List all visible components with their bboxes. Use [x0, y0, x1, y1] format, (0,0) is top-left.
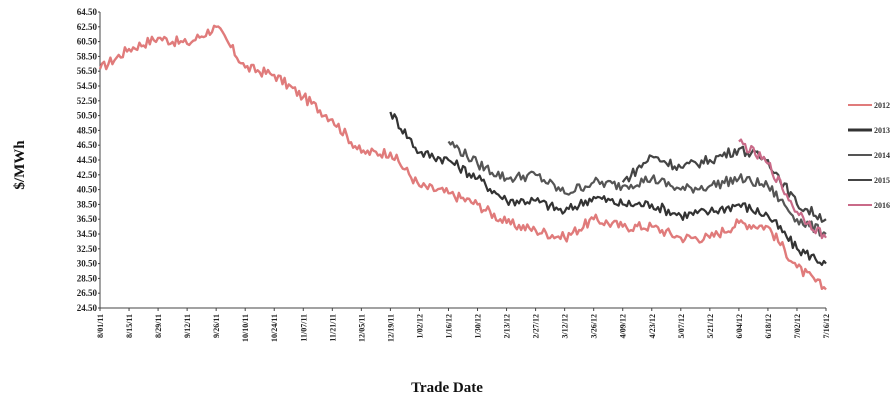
y-tick-label: 38.50 — [77, 199, 98, 209]
x-tick-label: 12/19/11 — [386, 314, 395, 342]
y-tick-label: 40.50 — [77, 185, 98, 195]
x-tick-label: 1/30/12 — [474, 314, 483, 338]
y-tick-label: 26.50 — [77, 288, 98, 298]
y-tick-label: 62.50 — [77, 22, 98, 32]
x-tick-label: 7/02/12 — [793, 314, 802, 338]
y-tick-label: 24.50 — [77, 303, 98, 313]
legend-label-2013: 2013 — [874, 126, 890, 135]
x-tick-label: 2/27/12 — [532, 314, 541, 338]
y-tick-label: 46.50 — [77, 140, 98, 150]
y-axis-title: $/MWh — [12, 140, 28, 190]
legend-label-2012: 2012 — [874, 101, 890, 110]
y-tick-label: 48.50 — [77, 125, 98, 135]
x-tick-label: 10/10/11 — [241, 314, 250, 342]
x-tick-label: 5/07/12 — [677, 314, 686, 338]
legend-label-2015: 2015 — [874, 176, 890, 185]
series-line-2013 — [389, 111, 827, 266]
legend-label-2016: 2016 — [874, 201, 890, 210]
y-tick-label: 60.50 — [77, 37, 98, 47]
x-tick-label: 11/21/11 — [328, 314, 337, 342]
x-tick-label: 10/24/11 — [270, 314, 279, 342]
y-tick-label: 58.50 — [77, 51, 98, 61]
y-tick-label: 32.50 — [77, 244, 98, 254]
y-tick-label: 44.50 — [77, 155, 98, 165]
y-tick-label: 42.50 — [77, 170, 98, 180]
x-tick-label: 8/15/11 — [125, 314, 134, 338]
y-tick-label: 50.50 — [77, 111, 98, 121]
y-tick-label: 36.50 — [77, 214, 98, 224]
y-tick-label: 34.50 — [77, 229, 98, 239]
x-tick-label: 12/05/11 — [357, 314, 366, 342]
y-axis-ticks: 24.50 26.50 28.50 30.50 32.50 34.50 36.50 38.50… — [77, 7, 100, 313]
x-tick-label: 9/12/11 — [183, 314, 192, 338]
x-tick-label: 6/18/12 — [764, 314, 773, 338]
legend-label-2014: 2014 — [874, 151, 890, 160]
x-tick-label: 8/01/11 — [96, 314, 105, 338]
series-line-2012 — [98, 24, 827, 291]
series-lines — [98, 24, 827, 291]
x-tick-label: 1/16/12 — [444, 314, 453, 338]
y-tick-label: 54.50 — [77, 81, 98, 91]
x-axis-ticks: 8/01/11 8/15/11 8/29/11 9/12/11 9/26/11 10/10… — [96, 308, 831, 342]
y-tick-label: 28.50 — [77, 273, 98, 283]
x-tick-label: 7/16/12 — [822, 314, 831, 338]
x-tick-label: 3/12/12 — [561, 314, 570, 338]
x-tick-label: 3/26/12 — [590, 314, 599, 338]
y-tick-label: 52.50 — [77, 96, 98, 106]
x-axis-title: Trade Date — [411, 380, 483, 396]
y-tick-label: 64.50 — [77, 7, 98, 17]
x-tick-label: 4/09/12 — [619, 314, 628, 338]
legend: 2012 2013 2014 2015 2016 — [848, 101, 890, 210]
y-tick-label: 30.50 — [77, 259, 98, 269]
x-tick-label: 8/29/11 — [154, 314, 163, 338]
x-tick-label: 2/13/12 — [503, 314, 512, 338]
x-tick-label: 6/04/12 — [735, 314, 744, 338]
series-line-2016 — [738, 138, 827, 240]
x-tick-label: 1/02/12 — [415, 314, 424, 338]
series-line-2015 — [621, 145, 827, 223]
x-tick-label: 9/26/11 — [212, 314, 221, 338]
x-tick-label: 4/23/12 — [648, 314, 657, 338]
series-line-2014 — [447, 140, 827, 237]
x-tick-label: 5/21/12 — [706, 314, 715, 338]
x-tick-label: 11/07/11 — [299, 314, 308, 342]
y-tick-label: 56.50 — [77, 66, 98, 76]
